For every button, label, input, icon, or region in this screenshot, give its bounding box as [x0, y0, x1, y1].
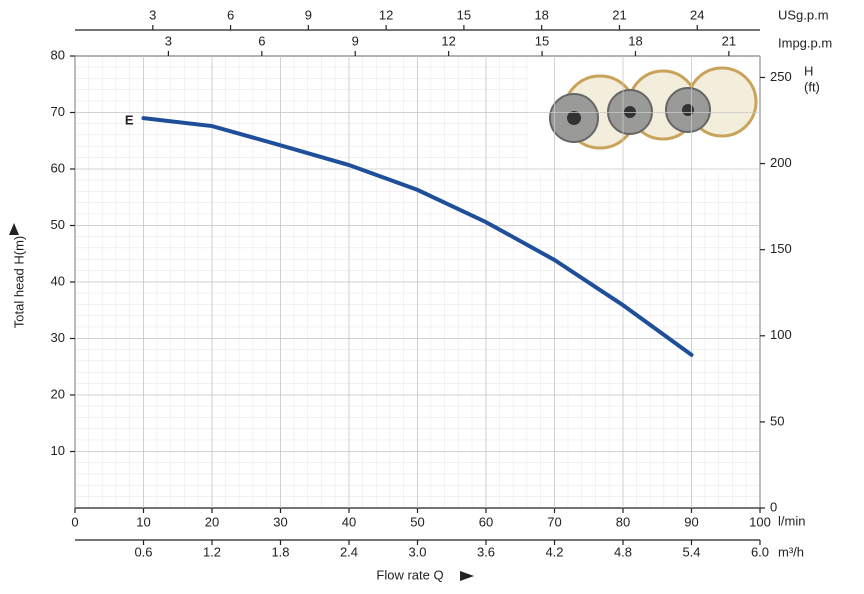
axis-tick-label: 4.8 [614, 544, 632, 559]
x-tick-label: 10 [136, 514, 150, 529]
axis-tick-label: 6 [258, 33, 265, 48]
axis-tick-label: 3.0 [408, 544, 426, 559]
axis-tick-label: 18 [628, 33, 642, 48]
axis-tick-label: 18 [534, 7, 548, 22]
axis-tick-label: 15 [457, 7, 471, 22]
y2-tick-label: 100 [770, 327, 792, 342]
axis-unit: m³/h [778, 544, 804, 559]
y-tick-label: 30 [51, 330, 65, 345]
axis-tick-label: 6 [227, 7, 234, 22]
axis-tick-label: 12 [379, 7, 393, 22]
x-axis-arrow [460, 571, 474, 581]
axis-tick-label: 21 [722, 33, 736, 48]
y-axis-label: Total head H(m) [11, 236, 26, 328]
axis-tick-label: 0.6 [134, 544, 152, 559]
axis-tick-label: 1.8 [271, 544, 289, 559]
x-tick-label: 80 [616, 514, 630, 529]
curve [141, 116, 694, 357]
x-tick-label: 70 [547, 514, 561, 529]
axis-tick-label: 12 [441, 33, 455, 48]
axis-tick-label: 9 [305, 7, 312, 22]
y-axis-arrow [9, 223, 19, 235]
axis-tick-label: 3 [165, 33, 172, 48]
x-tick-label: 40 [342, 514, 356, 529]
y-tick-label: 40 [51, 273, 65, 288]
x-axis-unit: l/min [778, 513, 805, 528]
y-tick-label: 10 [51, 443, 65, 458]
x-tick-label: 0 [71, 514, 78, 529]
axis-tick-label: 21 [612, 7, 626, 22]
x-tick-label: 100 [749, 514, 771, 529]
impeller-photo [528, 58, 759, 173]
axis-tick-label: 3 [149, 7, 156, 22]
curve-label: E [125, 113, 134, 128]
y2-tick-label: 150 [770, 241, 792, 256]
y-tick-label: 80 [51, 47, 65, 62]
y2-tick-label: 50 [770, 413, 784, 428]
x-tick-label: 20 [205, 514, 219, 529]
axis-tick-label: 24 [690, 7, 704, 22]
axis-tick-label: 5.4 [682, 544, 700, 559]
x-tick-label: 90 [684, 514, 698, 529]
y-tick-label: 70 [51, 104, 65, 119]
axis-tick-label: 6.0 [751, 544, 769, 559]
y-tick-label: 20 [51, 386, 65, 401]
x-axis-label: Flow rate Q [376, 567, 443, 582]
axis-tick-label: 1.2 [203, 544, 221, 559]
axis-unit: Impg.p.m [778, 35, 832, 50]
axis-unit: USg.p.m [778, 7, 829, 22]
axis-tick-label: 2.4 [340, 544, 358, 559]
axis-tick-label: 3.6 [477, 544, 495, 559]
axis-tick-label: 4.2 [545, 544, 563, 559]
x-tick-label: 60 [479, 514, 493, 529]
x-tick-label: 50 [410, 514, 424, 529]
axis-tick-label: 9 [352, 33, 359, 48]
y2-tick-label: 200 [770, 155, 792, 170]
y-tick-label: 50 [51, 217, 65, 232]
y2-tick-label: 0 [770, 499, 777, 514]
y2-axis-label: H [804, 63, 813, 78]
y-tick-label: 60 [51, 160, 65, 175]
y2-axis-label: (ft) [804, 79, 820, 94]
x-tick-label: 30 [273, 514, 287, 529]
axis-tick-label: 15 [535, 33, 549, 48]
y2-tick-label: 250 [770, 69, 792, 84]
